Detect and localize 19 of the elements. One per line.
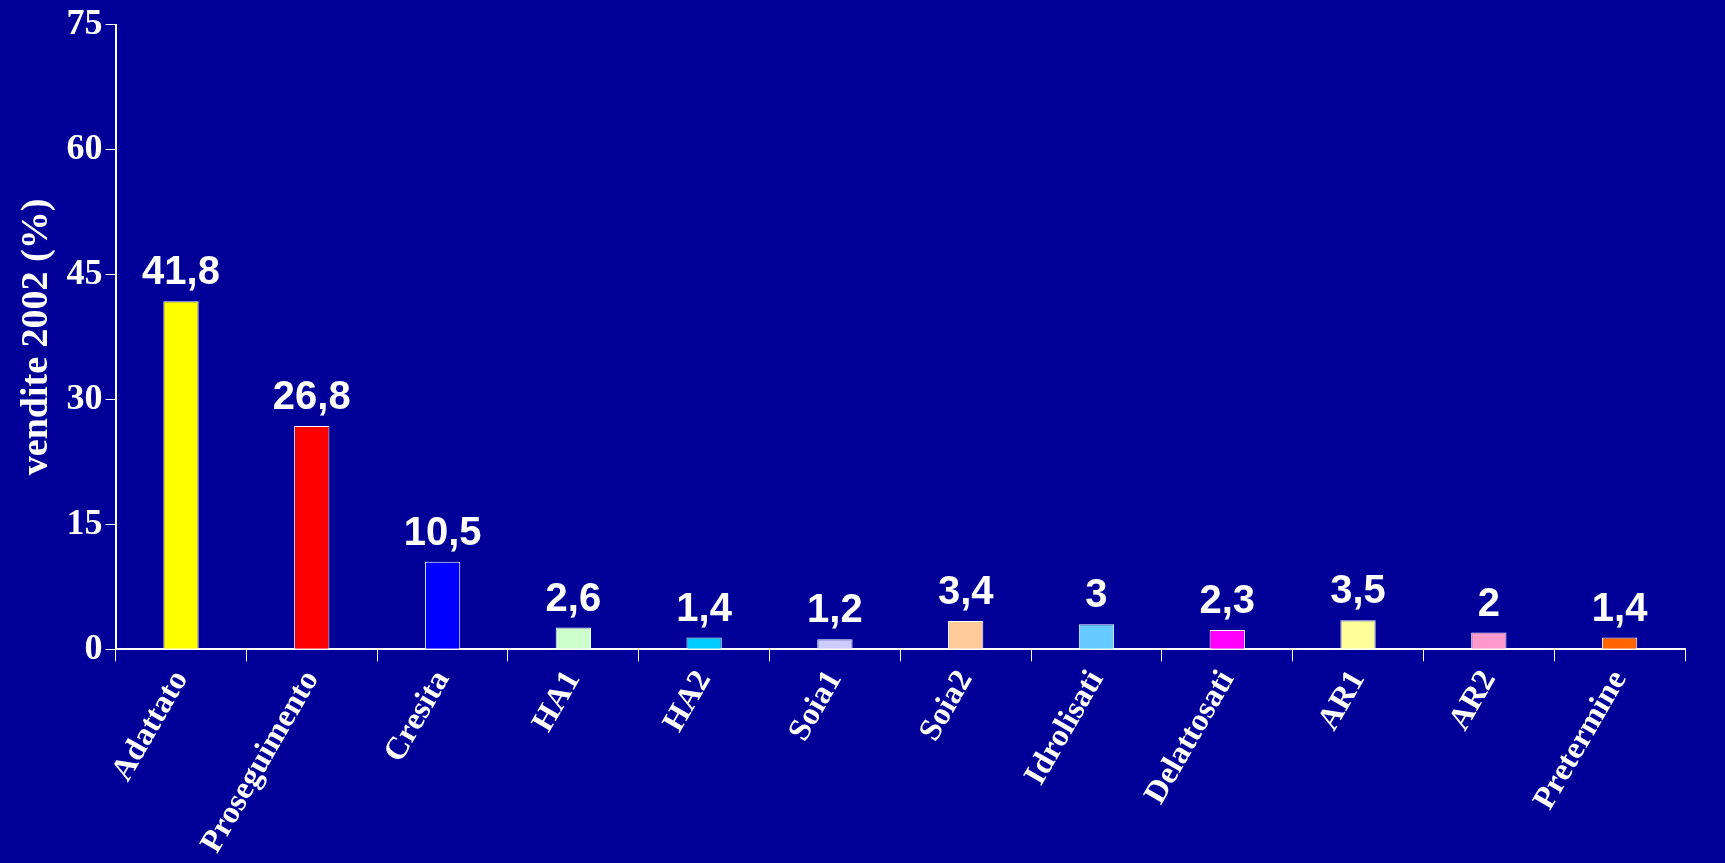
data-label: 10,5 (403, 508, 482, 553)
data-label: 41,8 (142, 248, 220, 293)
data-label: 3,5 (1330, 567, 1386, 612)
data-label: 26,8 (272, 373, 351, 418)
y-tick-label: 0 (84, 626, 103, 667)
data-label: 2 (1477, 579, 1500, 624)
data-label: 1,4 (676, 584, 733, 629)
y-tick-label: 45 (66, 251, 103, 292)
data-label: 2,3 (1199, 577, 1256, 622)
data-label: 3,4 (937, 567, 995, 612)
data-label: 3 (1085, 571, 1108, 616)
y-tick-label: 30 (66, 376, 103, 417)
y-axis-title: vendite 2002 (%) (12, 198, 56, 476)
data-label: 2,6 (545, 574, 602, 619)
data-label: 1,2 (807, 586, 863, 631)
data-label: 1,4 (1591, 584, 1649, 629)
y-tick-label: 75 (66, 1, 103, 42)
y-tick-label: 60 (66, 126, 103, 167)
y-tick-label: 15 (66, 501, 103, 542)
